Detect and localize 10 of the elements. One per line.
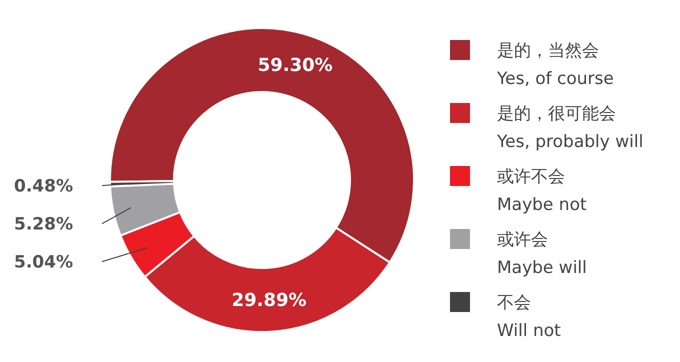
legend-label: 是的，当然会 Yes, of course (496, 41, 614, 89)
data-label: 5.04% (14, 252, 73, 273)
data-label: 0.48% (14, 176, 73, 197)
legend-label: 是的，很可能会 Yes, probably will (496, 104, 644, 152)
legend-label: 不会 Will not (497, 293, 562, 341)
data-label: 29.89% (232, 290, 307, 312)
legend-label: 或许会 Maybe will (497, 230, 587, 278)
data-label: 59.30% (258, 54, 333, 76)
legend-label: 或许不会 Maybe not (497, 167, 587, 215)
data-label: 5.28% (14, 214, 73, 235)
